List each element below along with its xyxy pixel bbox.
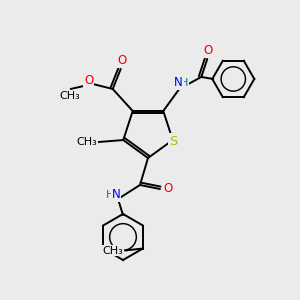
Text: S: S	[169, 134, 178, 148]
Text: N: N	[112, 188, 120, 202]
Text: N: N	[174, 76, 183, 89]
Text: O: O	[204, 44, 213, 58]
Text: H: H	[106, 190, 114, 200]
Text: O: O	[84, 74, 93, 88]
Text: O: O	[117, 55, 126, 68]
Text: H: H	[180, 78, 188, 88]
Text: CH₃: CH₃	[76, 137, 97, 147]
Text: O: O	[164, 182, 172, 196]
Text: CH₃: CH₃	[103, 245, 123, 256]
Text: CH₃: CH₃	[59, 91, 80, 101]
